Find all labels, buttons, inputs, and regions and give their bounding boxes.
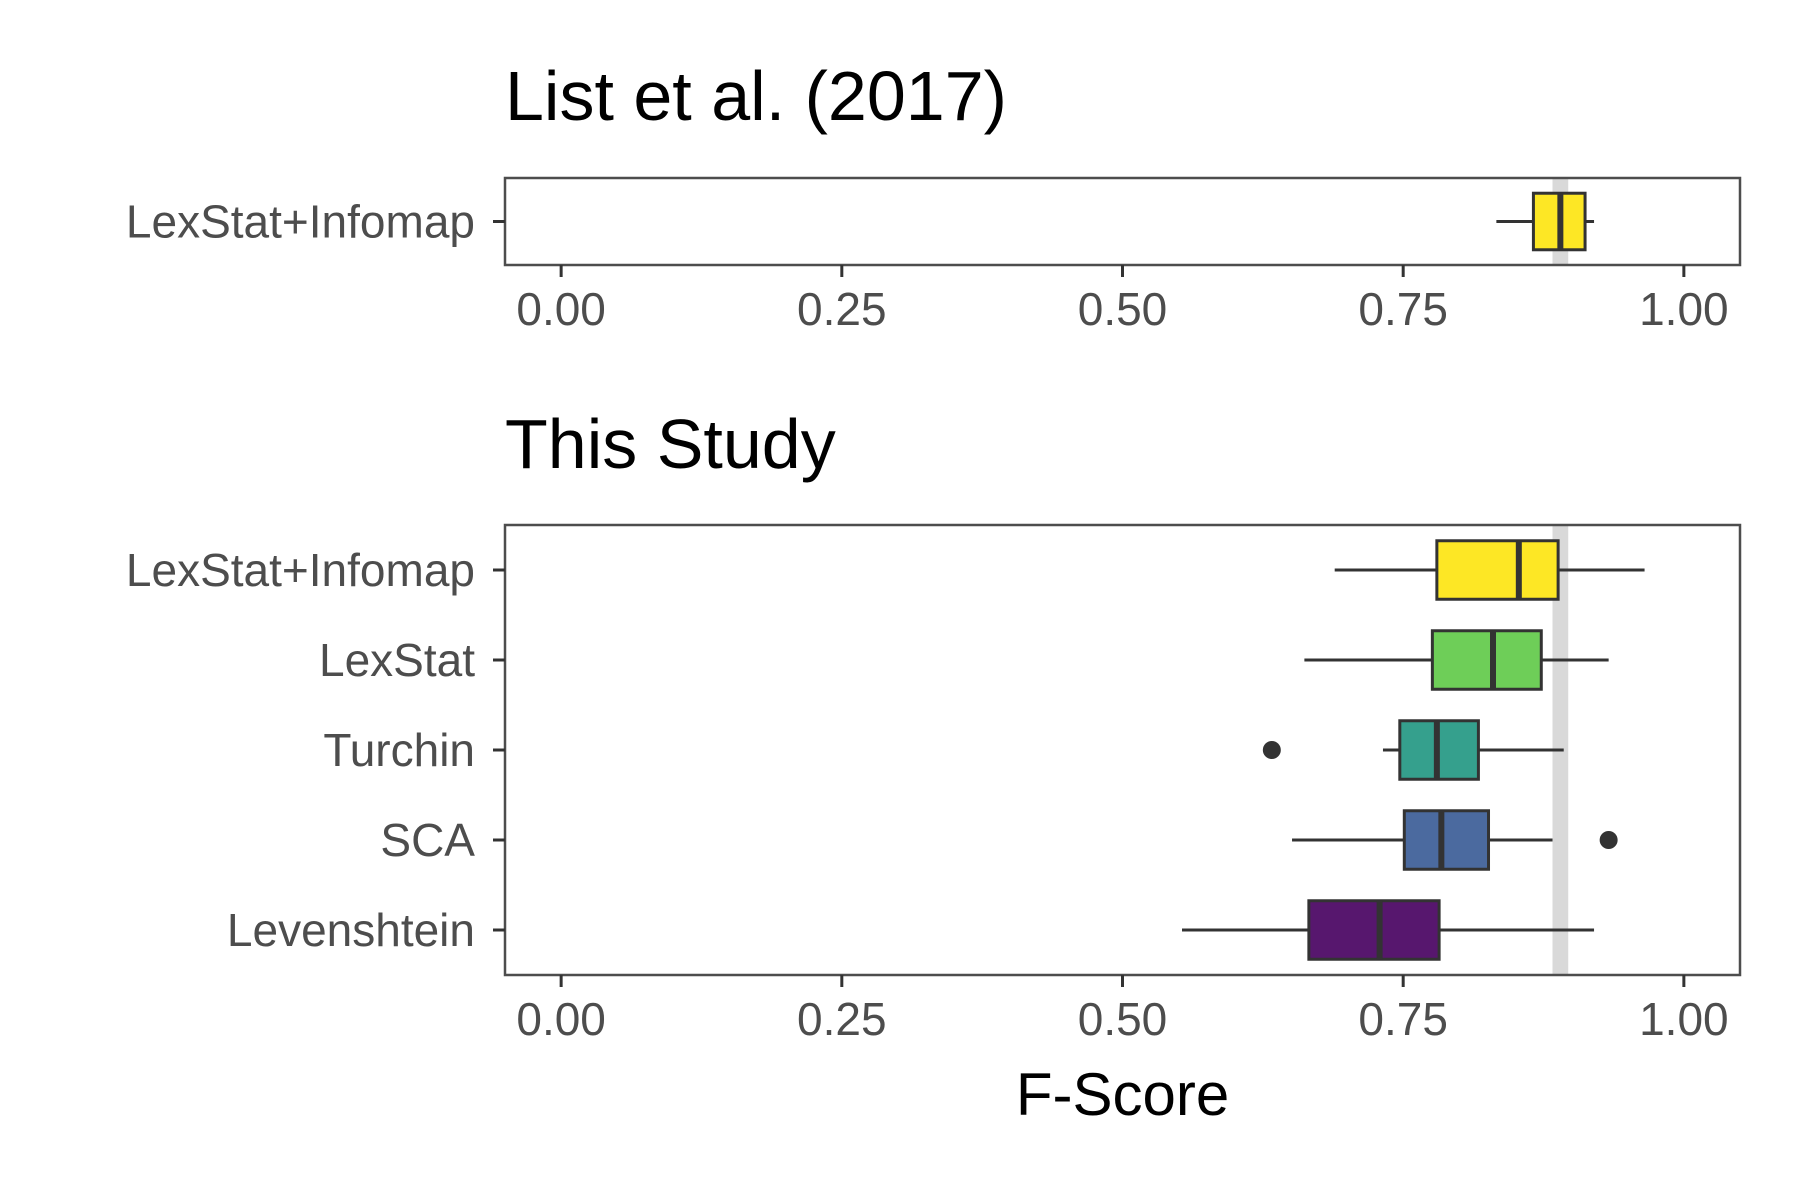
y-tick-label: SCA <box>380 814 475 866</box>
box-lexstat <box>1304 629 1609 691</box>
x-tick-label: 0.75 <box>1358 283 1448 335</box>
iqr-box <box>1402 809 1491 871</box>
iqr-box <box>1430 629 1543 691</box>
x-tick-label: 0.50 <box>1078 993 1168 1045</box>
y-tick-label: Levenshtein <box>227 904 475 956</box>
x-tick-label: 1.00 <box>1639 283 1729 335</box>
y-tick-label: Turchin <box>323 724 475 776</box>
x-tick-label: 1.00 <box>1639 993 1729 1045</box>
outlier-point <box>1262 741 1281 759</box>
panel-this-study: This Study LexStat+Infomap LexStat Turchin… <box>126 405 1742 1128</box>
x-tick-label: 0.00 <box>516 993 606 1045</box>
box-lexstat-infomap <box>1334 539 1645 601</box>
x-tick-label: 0.25 <box>797 283 887 335</box>
box-sca <box>1292 809 1618 871</box>
y-tick-label: LexStat+Infomap <box>126 196 475 248</box>
x-tick-label: 0.50 <box>1078 283 1168 335</box>
y-tick-label: LexStat <box>319 634 475 686</box>
x-tick-label: 0.25 <box>797 993 887 1045</box>
iqr-box <box>1307 899 1441 961</box>
x-tick-label: 0.00 <box>516 283 606 335</box>
panel-list-2017: List et al. (2017) LexStat+Infomap 0.00 0… <box>126 57 1742 335</box>
outlier-point <box>1599 831 1618 849</box>
box-lexstat-infomap <box>1496 191 1595 252</box>
x-axis-title: F-Score <box>1016 1061 1229 1128</box>
x-tick-label: 0.75 <box>1358 993 1448 1045</box>
iqr-box <box>1435 539 1560 601</box>
panel-title: This Study <box>505 405 836 483</box>
box-levenshtein <box>1182 899 1595 961</box>
box-turchin <box>1262 719 1564 781</box>
y-tick-label: LexStat+Infomap <box>126 544 475 596</box>
panel-title: List et al. (2017) <box>505 57 1007 135</box>
